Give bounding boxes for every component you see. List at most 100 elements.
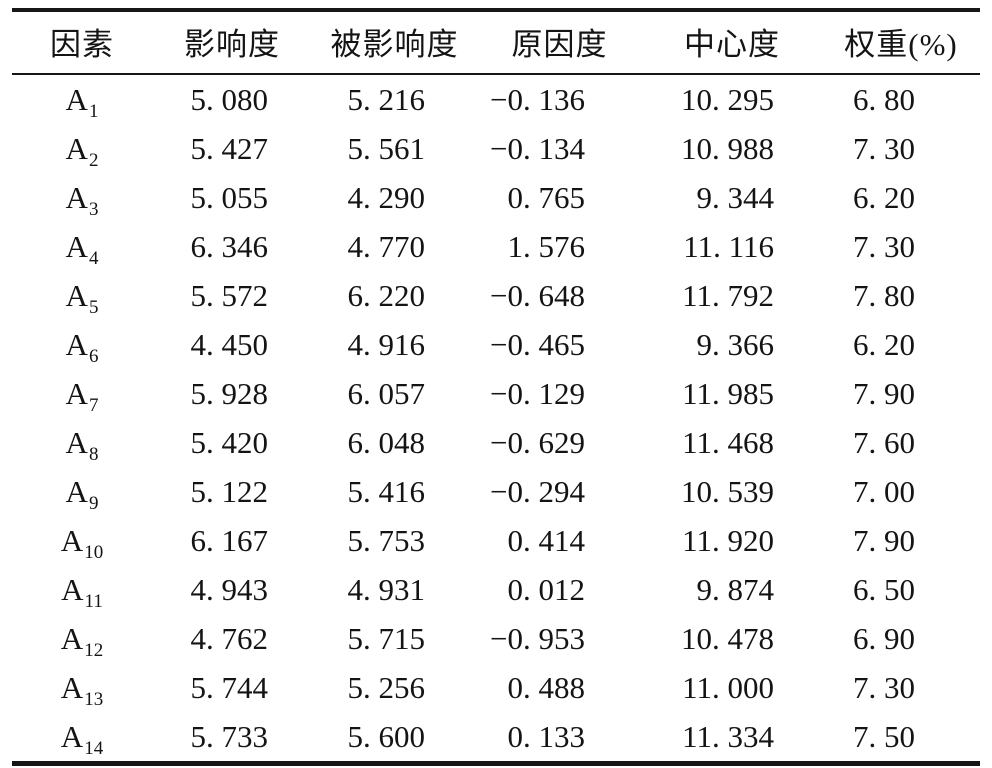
weight-cell: 6. 80 (853, 82, 915, 117)
influence-cell: 5. 420 (190, 425, 269, 460)
factor-label: A (65, 327, 88, 362)
table-row: A7 5. 928 6. 057 −0. 129 11. 985 7. 90 (12, 369, 980, 418)
table-row: A10 6. 167 5. 753 0. 414 11. 920 7. 90 (12, 516, 980, 565)
influence-cell: 4. 450 (190, 327, 269, 362)
influence-cell: 6. 167 (190, 523, 269, 558)
factor-cell: A11 (12, 565, 152, 614)
influenced-cell: 4. 916 (347, 327, 426, 362)
factor-label: A (65, 474, 88, 509)
factor-subscript: 5 (88, 297, 99, 319)
weight-cell: 6. 20 (853, 180, 915, 215)
centrality-cell: 11. 468 (682, 425, 774, 460)
influenced-cell: 5. 600 (347, 719, 426, 754)
factor-subscript: 13 (84, 689, 104, 711)
weight-cell: 7. 90 (853, 376, 915, 411)
cause-cell: −0. 129 (490, 376, 585, 411)
influence-cell: 5. 080 (190, 82, 269, 117)
factor-label: A (65, 82, 88, 117)
centrality-cell: 9. 874 (696, 572, 775, 607)
weight-cell: 6. 90 (853, 621, 915, 656)
table-row: A8 5. 420 6. 048 −0. 629 11. 468 7. 60 (12, 418, 980, 467)
cause-cell: −0. 629 (490, 425, 585, 460)
factor-subscript: 3 (88, 199, 99, 221)
col-header-centrality: 中心度 (684, 27, 780, 62)
factor-label: A (60, 719, 84, 754)
header-row: 因素 影响度 被影响度 原因度 中心度 权重(%) (12, 10, 980, 74)
cause-cell: −0. 294 (490, 474, 585, 509)
factor-subscript: 8 (88, 444, 99, 466)
cause-cell: −0. 136 (490, 82, 585, 117)
factor-label: A (61, 572, 84, 607)
cause-cell: 0. 765 (507, 180, 586, 215)
weight-cell: 6. 20 (853, 327, 915, 362)
influenced-cell: 4. 770 (347, 229, 426, 264)
cause-cell: 0. 414 (507, 523, 586, 558)
table-row: A9 5. 122 5. 416 −0. 294 10. 539 7. 00 (12, 467, 980, 516)
table-row: A1 5. 080 5. 216 −0. 136 10. 295 6. 80 (12, 74, 980, 124)
factor-cell: A13 (12, 663, 152, 712)
cause-cell: 0. 133 (507, 719, 586, 754)
factor-label: A (65, 131, 88, 166)
table-row: A4 6. 346 4. 770 1. 576 11. 116 7. 30 (12, 222, 980, 271)
weight-cell: 7. 50 (853, 719, 915, 754)
centrality-cell: 10. 988 (681, 131, 774, 166)
weight-cell: 6. 50 (853, 572, 915, 607)
influence-cell: 4. 943 (190, 572, 269, 607)
factor-subscript: 1 (88, 101, 99, 123)
cause-cell: 0. 012 (507, 572, 586, 607)
factor-cell: A1 (12, 74, 152, 124)
weight-cell: 7. 00 (853, 474, 915, 509)
influenced-cell: 4. 290 (347, 180, 426, 215)
col-header-factor: 因素 (50, 27, 114, 62)
factor-subscript: 2 (88, 150, 99, 172)
factor-label: A (60, 523, 84, 558)
centrality-cell: 10. 539 (681, 474, 774, 509)
factor-cell: A2 (12, 124, 152, 173)
col-header-influenced: 被影响度 (330, 27, 459, 62)
factor-cell: A9 (12, 467, 152, 516)
influence-cell: 5. 928 (190, 376, 269, 411)
factor-cell: A14 (12, 712, 152, 764)
factor-cell: A8 (12, 418, 152, 467)
factor-cell: A10 (12, 516, 152, 565)
factor-label: A (60, 621, 84, 656)
cause-cell: −0. 648 (490, 278, 585, 313)
factor-label: A (65, 425, 88, 460)
influence-cell: 5. 744 (190, 670, 269, 705)
col-header-influence: 影响度 (184, 27, 280, 62)
factor-cell: A6 (12, 320, 152, 369)
centrality-cell: 10. 295 (681, 82, 774, 117)
table-row: A14 5. 733 5. 600 0. 133 11. 334 7. 50 (12, 712, 980, 764)
factor-cell: A7 (12, 369, 152, 418)
factor-cell: A3 (12, 173, 152, 222)
factor-subscript: 4 (88, 248, 99, 270)
influenced-cell: 6. 057 (347, 376, 426, 411)
influence-cell: 5. 733 (190, 719, 269, 754)
table-row: A5 5. 572 6. 220 −0. 648 11. 792 7. 80 (12, 271, 980, 320)
centrality-cell: 11. 920 (682, 523, 774, 558)
weight-cell: 7. 90 (853, 523, 915, 558)
factor-label: A (65, 229, 88, 264)
factor-cell: A5 (12, 271, 152, 320)
centrality-cell: 11. 985 (682, 376, 774, 411)
table-row: A3 5. 055 4. 290 0. 765 9. 344 6. 20 (12, 173, 980, 222)
influenced-cell: 4. 931 (347, 572, 426, 607)
factor-subscript: 10 (84, 542, 104, 564)
centrality-cell: 9. 344 (696, 180, 775, 215)
table-row: A13 5. 744 5. 256 0. 488 11. 000 7. 30 (12, 663, 980, 712)
centrality-cell: 9. 366 (696, 327, 775, 362)
factor-label: A (65, 278, 88, 313)
influenced-cell: 6. 048 (347, 425, 426, 460)
influence-cell: 4. 762 (190, 621, 269, 656)
influence-cell: 5. 427 (190, 131, 269, 166)
centrality-cell: 10. 478 (681, 621, 774, 656)
influence-cell: 5. 122 (190, 474, 269, 509)
influenced-cell: 5. 256 (347, 670, 426, 705)
weight-cell: 7. 80 (853, 278, 915, 313)
centrality-cell: 11. 334 (682, 719, 774, 754)
weight-cell: 7. 60 (853, 425, 915, 460)
factor-label: A (65, 180, 88, 215)
cause-cell: −0. 465 (490, 327, 585, 362)
centrality-cell: 11. 000 (682, 670, 774, 705)
